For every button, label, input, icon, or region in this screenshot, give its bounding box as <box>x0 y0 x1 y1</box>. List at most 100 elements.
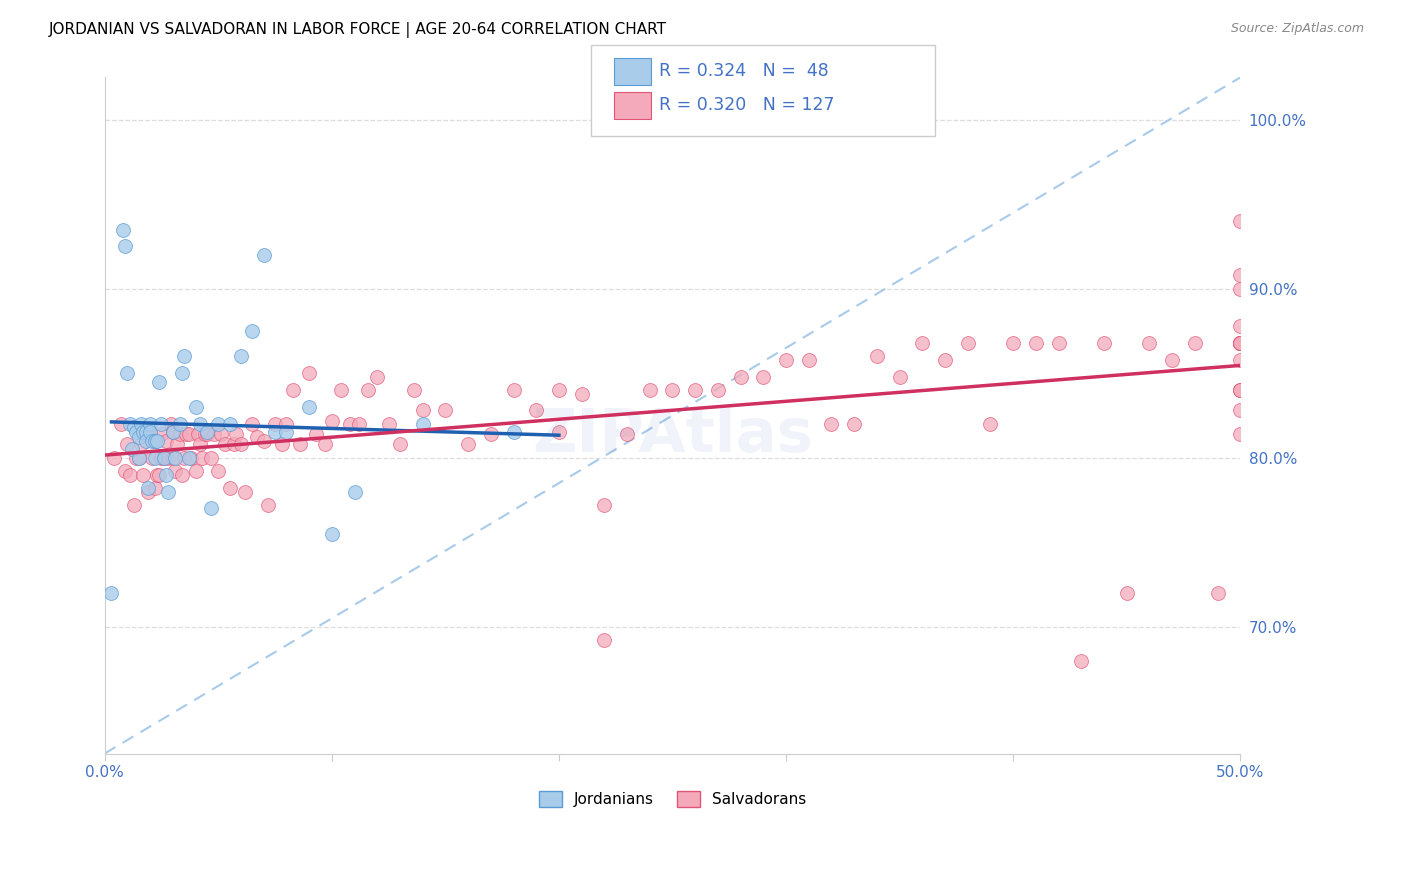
Point <box>298 400 321 414</box>
Point <box>1139 335 1161 350</box>
Point <box>202 427 225 442</box>
Point <box>1229 335 1251 350</box>
Text: JORDANIAN VS SALVADORAN IN LABOR FORCE | AGE 20-64 CORRELATION CHART: JORDANIAN VS SALVADORAN IN LABOR FORCE |… <box>49 22 668 38</box>
Point <box>162 425 184 440</box>
Point <box>136 484 159 499</box>
Point <box>1229 318 1251 333</box>
Point <box>103 450 125 465</box>
Point <box>979 417 1001 431</box>
Point <box>176 427 198 442</box>
Point <box>264 417 287 431</box>
Point <box>593 633 616 648</box>
Point <box>152 450 174 465</box>
Point <box>1047 335 1070 350</box>
Point <box>121 442 143 457</box>
Point <box>165 464 187 478</box>
Point <box>135 427 157 442</box>
Point <box>1070 654 1092 668</box>
Point <box>1229 335 1251 350</box>
Point <box>194 427 217 442</box>
Point <box>143 434 166 448</box>
Point <box>388 437 411 451</box>
Point <box>1229 427 1251 442</box>
Point <box>298 366 321 380</box>
Point <box>129 417 152 431</box>
Point <box>155 434 177 448</box>
Point <box>173 450 195 465</box>
Point <box>339 417 361 431</box>
Point <box>118 417 141 431</box>
Point <box>152 450 174 465</box>
Point <box>117 366 139 380</box>
Point <box>343 484 366 499</box>
Point <box>1229 352 1251 367</box>
Point <box>114 239 136 253</box>
Point <box>329 383 352 397</box>
Point <box>1161 352 1184 367</box>
Point <box>187 427 209 442</box>
Point <box>143 434 166 448</box>
Point <box>118 467 141 482</box>
Point <box>616 427 638 442</box>
Point <box>170 467 193 482</box>
Point <box>357 383 380 397</box>
Point <box>125 425 148 440</box>
Point <box>122 498 145 512</box>
Point <box>305 427 328 442</box>
Point <box>141 434 163 448</box>
Point <box>184 464 207 478</box>
Point <box>188 417 211 431</box>
Point <box>246 430 269 444</box>
Point <box>1229 268 1251 283</box>
Point <box>288 437 311 451</box>
Point <box>173 349 195 363</box>
Point <box>797 352 820 367</box>
Point <box>1229 335 1251 350</box>
Point <box>276 417 298 431</box>
Point <box>150 417 173 431</box>
Point <box>162 425 184 440</box>
Point <box>225 427 247 442</box>
Text: R = 0.320   N = 127: R = 0.320 N = 127 <box>659 96 835 114</box>
Point <box>548 383 571 397</box>
Point <box>195 427 218 442</box>
Point <box>524 403 547 417</box>
Point <box>129 437 152 451</box>
Point <box>889 369 911 384</box>
Point <box>125 450 148 465</box>
Point <box>683 383 706 397</box>
Point <box>155 467 177 482</box>
Point <box>235 484 257 499</box>
Point <box>775 352 797 367</box>
Point <box>169 427 191 442</box>
Point <box>128 450 150 465</box>
Point <box>412 417 434 431</box>
Point <box>844 417 866 431</box>
Point <box>1229 335 1251 350</box>
Point <box>143 481 166 495</box>
Point <box>638 383 661 397</box>
Point <box>132 425 155 440</box>
Point <box>184 400 207 414</box>
Point <box>956 335 979 350</box>
Point <box>146 434 169 448</box>
Point <box>229 437 252 451</box>
Point <box>169 417 191 431</box>
Point <box>1229 335 1251 350</box>
Point <box>128 450 150 465</box>
Point <box>146 467 169 482</box>
Point <box>240 324 263 338</box>
Point <box>377 417 399 431</box>
Point <box>218 417 240 431</box>
Point <box>170 366 193 380</box>
Point <box>1184 335 1206 350</box>
Point <box>253 248 276 262</box>
Point <box>200 450 222 465</box>
Point <box>707 383 730 397</box>
Point <box>479 427 502 442</box>
Point <box>730 369 752 384</box>
Point <box>1229 383 1251 397</box>
Legend: Jordanians, Salvadorans: Jordanians, Salvadorans <box>533 785 813 814</box>
Point <box>270 437 292 451</box>
Point <box>321 413 343 427</box>
